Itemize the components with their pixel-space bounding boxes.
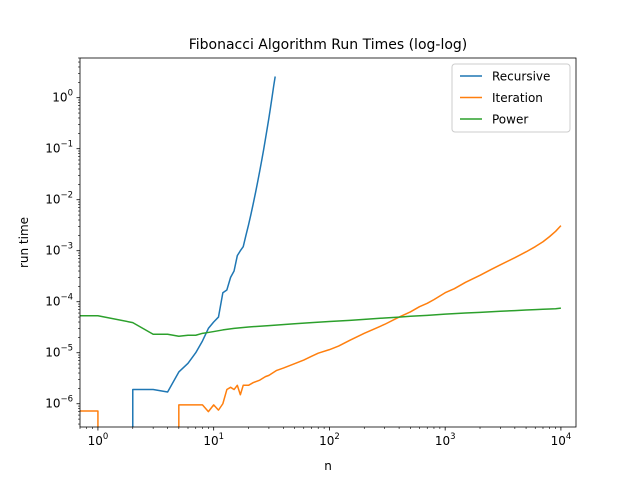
x-axis-label: n — [324, 459, 332, 473]
legend-label: Power — [492, 113, 528, 127]
legend: Recursive Iteration Power — [451, 63, 571, 133]
legend-label: Iteration — [492, 91, 543, 105]
legend-box — [451, 63, 571, 133]
series-line-iteration — [80, 225, 562, 427]
series-layer — [80, 76, 562, 427]
legend-label: Recursive — [492, 70, 550, 84]
plot-area-frame — [79, 57, 577, 428]
series-line-power — [80, 307, 561, 338]
y-axis-label: run time — [17, 217, 31, 268]
chart-title: Fibonacci Algorithm Run Times (log-log) — [189, 37, 468, 53]
series-line-recursive — [132, 76, 276, 427]
